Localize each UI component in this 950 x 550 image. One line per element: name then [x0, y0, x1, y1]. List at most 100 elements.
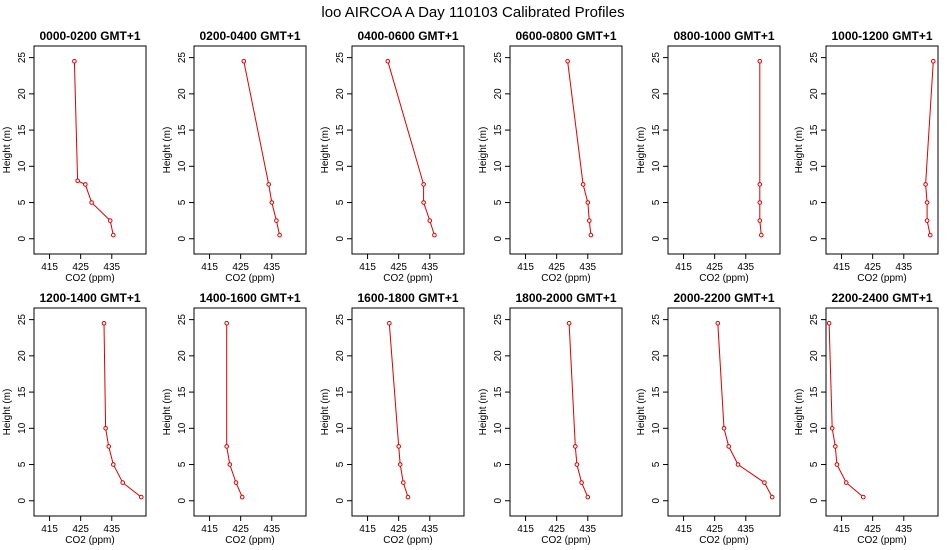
x-tick-label: 425	[706, 262, 723, 273]
data-point	[120, 480, 125, 485]
y-tick-label: 5	[651, 461, 662, 467]
x-tick-label: 435	[421, 524, 438, 535]
data-point	[396, 444, 402, 449]
x-tick-label: 415	[675, 524, 692, 535]
profile-panel: 1000-1200 GMT+1 0 5 10 15 20 25 Height (m) 415 42…	[794, 29, 939, 284]
data-point	[227, 462, 233, 467]
profile-line	[567, 61, 592, 236]
data-point	[565, 58, 570, 64]
y-tick-label: 25	[493, 52, 504, 64]
panel-title: 0800-1000 GMT+1	[673, 29, 774, 43]
data-point	[829, 426, 835, 431]
data-point	[241, 58, 247, 64]
y-tick-label: 25	[17, 314, 28, 326]
data-point	[924, 218, 930, 223]
profile-panel: 1200-1400 GMT+1 0 5 10 15 20 25 Height (m) 415 42…	[2, 291, 147, 546]
data-point	[101, 320, 107, 326]
plot-frame	[825, 307, 939, 517]
y-tick-label: 5	[17, 461, 28, 467]
panel-title: 0000-0200 GMT+1	[39, 29, 140, 43]
x-tick-label: 425	[72, 262, 89, 273]
data-point	[762, 480, 767, 485]
x-tick-label: 435	[421, 262, 438, 273]
plot-frame	[351, 45, 465, 255]
y-axis-label: Height (m)	[794, 389, 805, 436]
profile-panel: 0000-0200 GMT+1 0 5 10 15 20 25 Height (m) 415 42…	[2, 29, 147, 284]
y-tick-label: 15	[177, 386, 188, 398]
data-point	[757, 218, 763, 223]
data-point	[224, 320, 229, 326]
y-tick-label: 25	[651, 314, 662, 326]
profile-line	[828, 323, 864, 498]
y-axis-label: Height (m)	[2, 127, 13, 174]
x-tick-label: 415	[517, 524, 534, 535]
y-tick-label: 0	[493, 498, 504, 504]
data-point	[585, 494, 591, 500]
y-tick-label: 15	[651, 386, 662, 398]
x-tick-label: 415	[833, 524, 850, 535]
x-axis-label: CO2 (ppm)	[225, 273, 274, 284]
data-point	[103, 426, 108, 431]
y-tick-label: 5	[651, 199, 662, 205]
data-point	[269, 200, 275, 205]
y-tick-label: 0	[809, 236, 820, 242]
y-tick-label: 15	[493, 124, 504, 136]
profile-panel: 1600-1800 GMT+1 0 5 10 15 20 25 Height (m) 415 42…	[320, 291, 465, 546]
profile-line	[925, 61, 934, 236]
data-point	[277, 232, 282, 238]
panel-title: 1400-1600 GMT+1	[199, 291, 300, 305]
profile-line	[73, 61, 114, 236]
y-tick-label: 20	[335, 88, 346, 100]
data-point	[735, 462, 741, 467]
x-axis-label: CO2 (ppm)	[225, 535, 274, 546]
y-tick-label: 10	[651, 160, 662, 172]
data-point	[759, 232, 764, 238]
panel-title: 1600-1800 GMT+1	[357, 291, 458, 305]
panel-title: 0600-0800 GMT+1	[515, 29, 616, 43]
x-axis-label: CO2 (ppm)	[383, 273, 432, 284]
y-tick-label: 5	[493, 199, 504, 205]
x-tick-label: 415	[675, 262, 692, 273]
y-tick-label: 5	[809, 199, 820, 205]
panel-title: 1200-1400 GMT+1	[39, 291, 140, 305]
panel-title: 1000-1200 GMT+1	[831, 29, 932, 43]
y-tick-label: 10	[493, 160, 504, 172]
x-tick-label: 425	[390, 262, 407, 273]
plot-frame	[509, 45, 623, 255]
y-tick-label: 10	[651, 422, 662, 434]
data-point	[107, 218, 113, 223]
y-tick-label: 0	[177, 498, 188, 504]
x-tick-label: 435	[737, 524, 754, 535]
data-point	[927, 232, 933, 238]
x-tick-label: 425	[390, 524, 407, 535]
y-tick-label: 20	[493, 350, 504, 362]
x-tick-label: 415	[41, 524, 58, 535]
x-axis-label: CO2 (ppm)	[699, 273, 748, 284]
panel-title: 0400-0600 GMT+1	[357, 29, 458, 43]
y-axis-label: Height (m)	[162, 389, 173, 436]
y-tick-label: 0	[177, 236, 188, 242]
x-tick-label: 425	[72, 524, 89, 535]
x-tick-label: 425	[864, 262, 881, 273]
plot-frame	[33, 45, 147, 255]
profile-line	[717, 323, 773, 498]
x-tick-label: 435	[103, 524, 120, 535]
y-tick-label: 5	[809, 461, 820, 467]
data-point	[224, 444, 229, 449]
plot-frame	[193, 45, 307, 255]
y-tick-label: 25	[177, 52, 188, 64]
profile-panel: 0200-0400 GMT+1 0 5 10 15 20 25 Height (m) 415 42…	[162, 29, 307, 284]
plot-frame	[667, 45, 781, 255]
profile-line	[568, 323, 589, 498]
y-axis-label: Height (m)	[162, 127, 173, 174]
y-tick-label: 10	[335, 422, 346, 434]
data-point	[75, 178, 80, 184]
data-point	[397, 462, 403, 467]
data-point	[579, 480, 584, 485]
panel-title: 0200-0400 GMT+1	[199, 29, 300, 43]
x-tick-label: 435	[103, 262, 120, 273]
data-point	[432, 232, 437, 238]
y-tick-label: 25	[335, 52, 346, 64]
profile-line	[226, 323, 243, 498]
y-tick-label: 5	[493, 461, 504, 467]
